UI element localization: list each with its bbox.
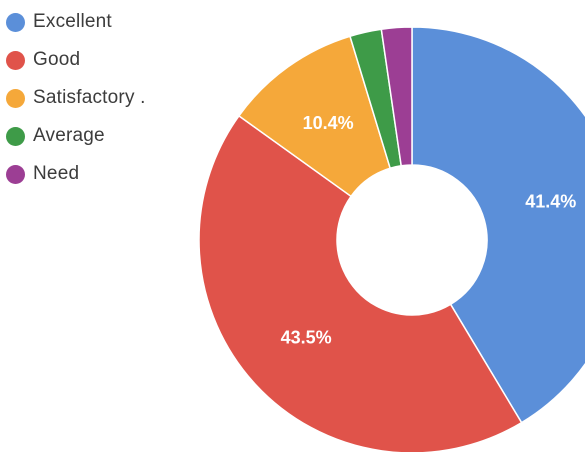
data-label-excellent: 41.4% (525, 192, 576, 212)
chart-legend: Excellent Good Satisfactory . Average Ne… (6, 6, 146, 190)
legend-label-good: Good (33, 49, 81, 70)
legend-label-excellent: Excellent (33, 11, 112, 32)
legend-swatch-excellent (6, 12, 25, 32)
legend-label-need: Need (33, 163, 80, 184)
slice-excellent (411, 26, 585, 424)
slice-good (198, 114, 523, 452)
slice-satisfactory (237, 35, 392, 198)
legend-item-need: Need (6, 158, 146, 190)
legend-label-satisfactory: Satisfactory . (33, 87, 146, 108)
legend-swatch-satisfactory (6, 88, 25, 108)
legend-item-average: Average (6, 120, 146, 152)
legend-item-excellent: Excellent (6, 6, 146, 38)
legend-swatch-average (6, 126, 25, 146)
legend-swatch-need (6, 164, 25, 184)
legend-item-satisfactory: Satisfactory . (6, 82, 146, 114)
legend-item-good: Good (6, 44, 146, 76)
legend-swatch-good (6, 50, 25, 70)
slice-need (380, 26, 413, 167)
legend-label-average: Average (33, 125, 105, 146)
data-label-good: 43.5% (281, 328, 332, 348)
data-label-satisfactory: 10.4% (303, 113, 354, 133)
